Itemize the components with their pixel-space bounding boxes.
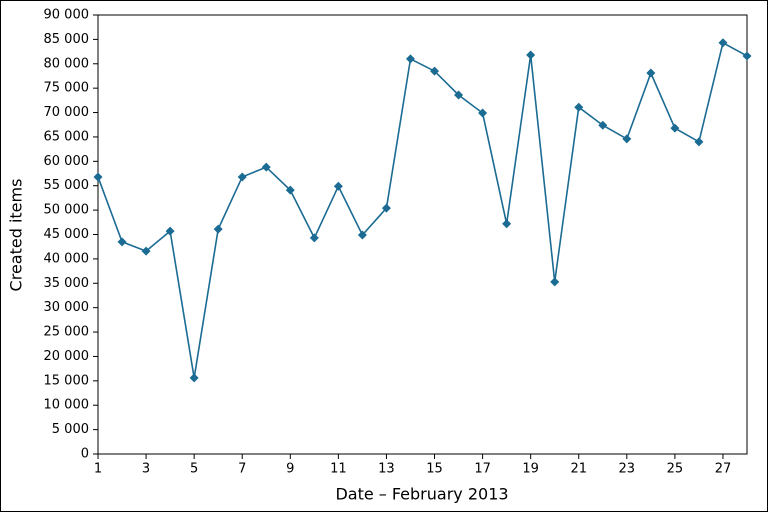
x-tick-label: 27 xyxy=(715,462,732,477)
data-point xyxy=(646,68,656,78)
y-tick-label: 25 000 xyxy=(44,325,90,340)
x-tick-label: 1 xyxy=(94,462,102,477)
x-tick-label: 21 xyxy=(570,462,587,477)
y-tick-label: 65 000 xyxy=(44,129,90,144)
y-tick-label: 55 000 xyxy=(44,178,90,193)
y-tick-label: 45 000 xyxy=(44,227,90,242)
data-point xyxy=(694,137,704,147)
data-point xyxy=(381,203,391,213)
y-tick-label: 70 000 xyxy=(44,105,90,120)
y-tick-label: 30 000 xyxy=(44,300,90,315)
data-point xyxy=(598,120,608,130)
data-point xyxy=(622,134,632,144)
x-axis-title: Date – February 2013 xyxy=(335,485,508,504)
data-point xyxy=(285,185,295,195)
data-point xyxy=(141,246,151,256)
x-tick-label: 19 xyxy=(522,462,539,477)
x-tick-label: 13 xyxy=(378,462,395,477)
y-tick-label: 10 000 xyxy=(44,398,90,413)
y-tick-label: 5 000 xyxy=(52,422,89,437)
data-point xyxy=(237,172,247,182)
data-point xyxy=(454,90,464,100)
data-point xyxy=(333,181,343,191)
y-tick-label: 50 000 xyxy=(44,203,90,218)
y-tick-label: 90 000 xyxy=(44,8,90,23)
data-point xyxy=(405,54,415,64)
data-point xyxy=(213,224,223,234)
x-tick-label: 23 xyxy=(619,462,636,477)
y-tick-label: 20 000 xyxy=(44,349,90,364)
y-axis-title: Created items xyxy=(7,179,26,292)
data-point xyxy=(165,226,175,236)
data-point xyxy=(430,66,440,76)
x-tick-label: 7 xyxy=(238,462,246,477)
y-tick-label: 40 000 xyxy=(44,251,90,266)
data-point xyxy=(526,50,536,60)
y-tick-label: 75 000 xyxy=(44,81,90,96)
x-tick-label: 5 xyxy=(190,462,198,477)
x-tick-label: 15 xyxy=(426,462,443,477)
data-point xyxy=(742,51,752,61)
x-tick-label: 9 xyxy=(286,462,294,477)
data-point xyxy=(550,277,560,287)
data-point xyxy=(309,233,319,243)
data-line xyxy=(97,41,748,379)
data-point xyxy=(357,230,367,240)
y-tick-label: 0 xyxy=(81,447,89,462)
y-tick-label: 15 000 xyxy=(44,373,90,388)
x-tick-label: 17 xyxy=(474,462,491,477)
data-point xyxy=(574,102,584,112)
data-point xyxy=(670,123,680,133)
x-tick-label: 11 xyxy=(330,462,347,477)
x-tick-label: 3 xyxy=(142,462,150,477)
x-tick-label: 25 xyxy=(667,462,684,477)
y-tick-label: 85 000 xyxy=(44,32,90,47)
data-point xyxy=(478,108,488,118)
data-point xyxy=(117,237,127,247)
y-tick-label: 60 000 xyxy=(44,154,90,169)
y-tick-label: 80 000 xyxy=(44,56,90,71)
data-point xyxy=(189,373,199,383)
data-point xyxy=(93,172,103,182)
data-point xyxy=(261,162,271,172)
y-tick-label: 35 000 xyxy=(44,276,90,291)
data-point xyxy=(718,38,728,48)
data-point xyxy=(502,219,512,229)
